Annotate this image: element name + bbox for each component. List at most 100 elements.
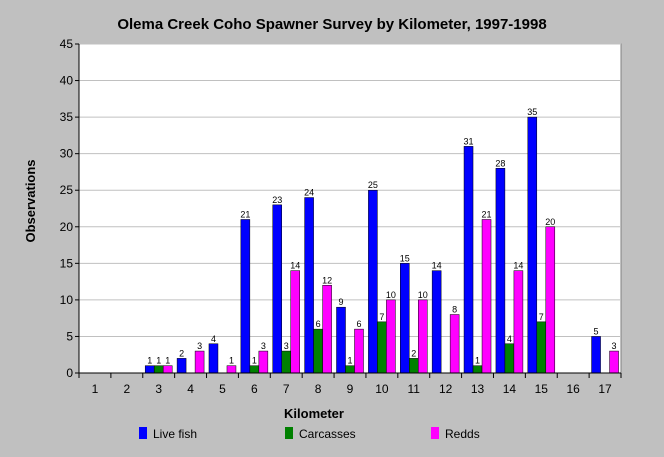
bar-value-label: 9	[338, 297, 343, 307]
y-tick-label: 5	[66, 329, 73, 343]
bar-value-label: 35	[527, 107, 537, 117]
y-tick-label: 20	[60, 220, 74, 234]
bar-value-label: 3	[612, 341, 617, 351]
x-tick-label: 12	[439, 382, 453, 396]
x-tick-label: 11	[408, 382, 421, 396]
bar	[162, 365, 173, 374]
bar	[463, 146, 474, 374]
y-tick-label: 0	[66, 366, 73, 380]
bars	[144, 116, 619, 374]
bar	[472, 365, 483, 374]
x-tick-label: 3	[155, 382, 162, 396]
x-tick-label: 16	[566, 382, 580, 396]
bar-value-label: 14	[290, 261, 300, 271]
bar	[609, 350, 619, 374]
bar	[386, 299, 396, 374]
bar-value-label: 3	[284, 341, 289, 351]
legend-swatch	[431, 427, 439, 439]
bar-value-label: 6	[356, 319, 361, 329]
x-tick-label: 10	[375, 382, 389, 396]
bar-value-label: 4	[507, 334, 512, 344]
bar-value-label: 8	[452, 305, 457, 315]
bar-value-label: 1	[229, 356, 234, 366]
x-tick-label: 5	[219, 382, 226, 396]
bar-value-label: 23	[272, 195, 282, 205]
bar	[322, 285, 332, 374]
y-tick-label: 10	[60, 293, 74, 307]
bar-value-label: 2	[411, 348, 416, 358]
bar	[377, 321, 387, 374]
bar	[409, 358, 419, 374]
legend: Live fish Carcasses Redds	[139, 427, 480, 441]
bar-value-label: 28	[495, 158, 505, 168]
x-tick-label: 6	[251, 382, 258, 396]
bar	[545, 226, 556, 374]
y-tick-label: 15	[60, 256, 74, 270]
bar	[290, 270, 300, 374]
y-axis-title: Observations	[23, 159, 38, 242]
bar-value-label: 25	[368, 180, 378, 190]
bar	[194, 350, 205, 374]
y-tick-label: 25	[60, 183, 74, 197]
bar	[400, 263, 410, 374]
bar-value-label: 20	[545, 217, 555, 227]
bar-value-label: 15	[400, 253, 410, 263]
bar	[249, 365, 260, 374]
bar-value-label: 21	[240, 209, 250, 219]
x-tick-label: 14	[503, 382, 517, 396]
x-tick-label: 7	[283, 382, 290, 396]
bar-value-label: 21	[482, 209, 492, 219]
bar	[144, 365, 155, 374]
bar-value-label: 24	[304, 188, 314, 198]
bar	[504, 343, 515, 374]
bar	[481, 219, 492, 374]
bar-value-label: 4	[211, 334, 216, 344]
bar-value-label: 7	[379, 312, 384, 322]
bar-value-label: 10	[386, 290, 396, 300]
bar-value-label: 1	[252, 356, 257, 366]
y-tick-label: 30	[60, 147, 74, 161]
legend-label: Redds	[445, 427, 480, 441]
legend-label: Live fish	[153, 427, 197, 441]
bar-value-label: 1	[165, 356, 170, 366]
bar	[208, 343, 219, 374]
chart-title: Olema Creek Coho Spawner Survey by Kilom…	[117, 16, 546, 33]
bar	[345, 365, 355, 374]
x-tick-label: 17	[598, 382, 612, 396]
bar-value-label: 1	[147, 356, 152, 366]
bar	[591, 336, 601, 374]
bar-value-label: 2	[179, 348, 184, 358]
legend-swatch	[285, 427, 293, 439]
x-tick-label: 15	[535, 382, 549, 396]
bar	[153, 365, 164, 374]
x-axis: 1 2 3 4 5 6 7 8 9 10 11 12 13 14 15 16 17	[78, 373, 622, 396]
bar-value-label: 31	[464, 136, 474, 146]
x-axis-title: Kilometer	[284, 406, 344, 421]
x-tick-label: 1	[92, 382, 99, 396]
bar-value-label: 14	[432, 261, 442, 271]
x-tick-label: 4	[187, 382, 194, 396]
x-tick-label: 9	[347, 382, 354, 396]
bar	[272, 204, 282, 374]
bar-value-label: 1	[347, 356, 352, 366]
bar-value-label: 7	[539, 312, 544, 322]
bar	[258, 350, 269, 374]
bar-value-label: 1	[156, 356, 161, 366]
bar-value-label: 1	[475, 356, 480, 366]
bar	[226, 365, 237, 374]
bar-value-label: 14	[513, 261, 523, 271]
bar-value-label: 12	[322, 275, 332, 285]
bar	[313, 328, 323, 374]
bar-value-label: 3	[197, 341, 202, 351]
bar	[431, 270, 442, 374]
bar	[281, 350, 291, 374]
y-tick-label: 35	[60, 110, 74, 124]
x-tick-label: 2	[123, 382, 130, 396]
bar	[495, 168, 506, 374]
legend-label: Carcasses	[299, 427, 356, 441]
y-tick-label: 45	[60, 37, 74, 51]
bar	[176, 358, 187, 374]
bar	[536, 321, 547, 374]
